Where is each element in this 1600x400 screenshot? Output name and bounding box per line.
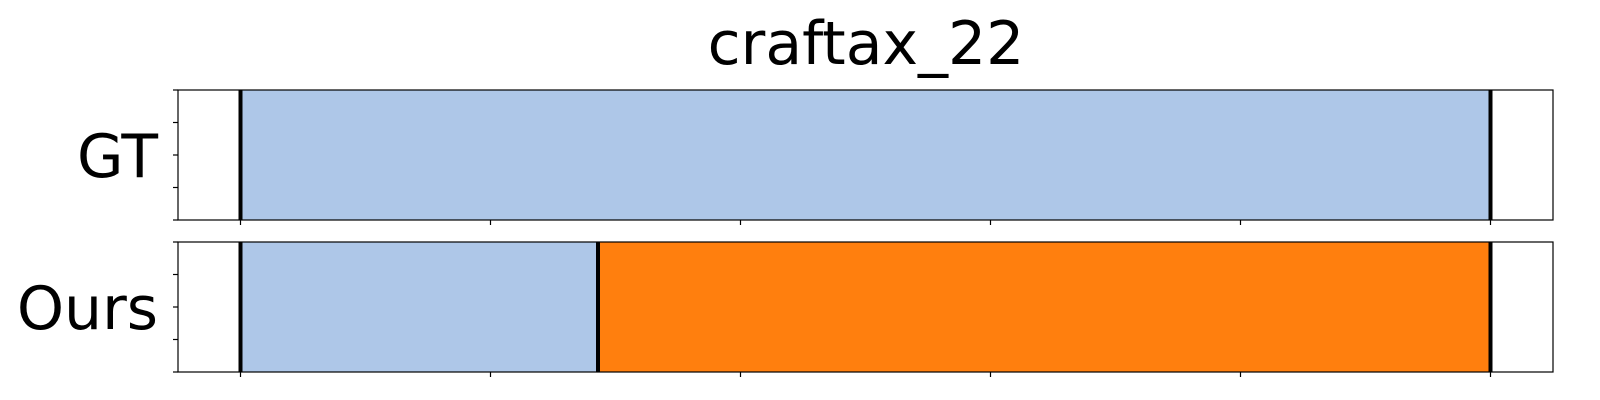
row-label: Ours [17,274,158,344]
row-label: GT [77,122,158,192]
chart-title: craftax_22 [708,9,1025,79]
rows-layer: GT Ours [17,89,1554,377]
row-1: Ours [17,241,1554,377]
row-0: GT [77,89,1554,225]
segment-bar [240,242,598,372]
segment-bar [598,242,1491,372]
segment-bar [240,90,1491,220]
